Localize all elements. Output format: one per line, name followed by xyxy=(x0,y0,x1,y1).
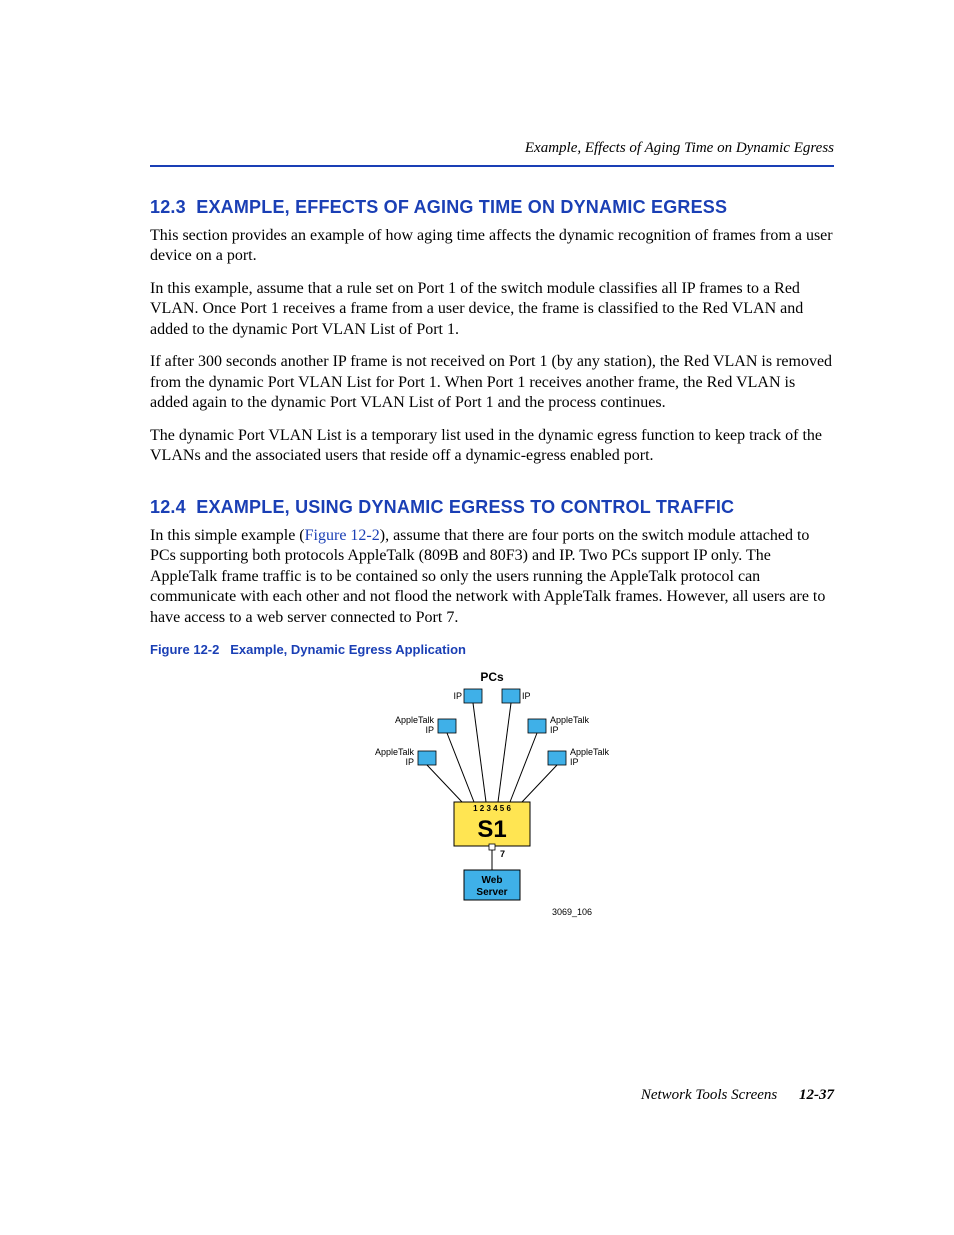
link-6 xyxy=(522,765,557,802)
port7-box xyxy=(489,844,495,850)
section-1-p2: In this example, assume that a rule set … xyxy=(150,279,834,340)
diagram-svg: PCs 1 2 3 4 5 6 S1 7 Web Server IP IP Ap… xyxy=(342,667,642,927)
link-1 xyxy=(427,765,462,802)
switch-ports-label: 1 2 3 4 5 6 xyxy=(473,804,511,813)
pc-ip-left-label: IP xyxy=(453,691,462,701)
web-server-l1: Web xyxy=(482,875,503,886)
figure-caption-label: Figure 12-2 xyxy=(150,642,219,657)
running-header: Example, Effects of Aging Time on Dynami… xyxy=(150,140,834,167)
section-2-p1: In this simple example (Figure 12-2), as… xyxy=(150,526,834,628)
section-2-title: EXAMPLE, USING DYNAMIC EGRESS TO CONTROL… xyxy=(196,497,734,517)
section-1-title: EXAMPLE, EFFECTS OF AGING TIME ON DYNAMI… xyxy=(196,197,727,217)
footer-page-number: 12-37 xyxy=(799,1087,834,1103)
web-server-l2: Server xyxy=(476,887,507,898)
section-2-heading: 12.4 EXAMPLE, USING DYNAMIC EGRESS TO CO… xyxy=(150,497,834,518)
pc-at2-l1: AppleTalk xyxy=(550,715,590,725)
figure-diagram: PCs 1 2 3 4 5 6 S1 7 Web Server IP IP Ap… xyxy=(150,667,834,927)
pc-at2-l2: IP xyxy=(550,725,559,735)
pc-at1-l1: AppleTalk xyxy=(395,715,435,725)
section-1-p4: The dynamic Port VLAN List is a temporar… xyxy=(150,426,834,467)
pc-at1-l2: IP xyxy=(425,725,434,735)
pc-at4 xyxy=(548,751,566,765)
section-2-p1-pre: In this simple example ( xyxy=(150,527,305,544)
figure-ref-id: 3069_106 xyxy=(552,907,592,917)
section-1-p3: If after 300 seconds another IP frame is… xyxy=(150,352,834,413)
page-footer: Network Tools Screens 12-37 xyxy=(150,1087,834,1104)
pc-ip-right-label: IP xyxy=(522,691,531,701)
pc-at3 xyxy=(418,751,436,765)
pc-at4-l1: AppleTalk xyxy=(570,747,610,757)
link-5 xyxy=(510,733,537,802)
link-3 xyxy=(473,703,486,802)
pc-at3-l2: IP xyxy=(405,757,414,767)
section-1-heading: 12.3 EXAMPLE, EFFECTS OF AGING TIME ON D… xyxy=(150,197,834,218)
section-1-number: 12.3 xyxy=(150,197,186,217)
pcs-label: PCs xyxy=(480,670,504,684)
pc-at3-l1: AppleTalk xyxy=(375,747,415,757)
link-2 xyxy=(447,733,474,802)
switch-label: S1 xyxy=(477,816,506,843)
footer-title: Network Tools Screens xyxy=(641,1087,777,1103)
pc-at2 xyxy=(528,719,546,733)
section-1-p1: This section provides an example of how … xyxy=(150,226,834,267)
link-4 xyxy=(498,703,511,802)
pc-at4-l2: IP xyxy=(570,757,579,767)
port7-label: 7 xyxy=(500,849,505,859)
pc-ip-right xyxy=(502,689,520,703)
running-header-text: Example, Effects of Aging Time on Dynami… xyxy=(525,140,834,156)
pc-ip-left xyxy=(464,689,482,703)
figure-reference-link[interactable]: Figure 12-2 xyxy=(305,527,380,544)
section-2-number: 12.4 xyxy=(150,497,186,517)
figure-caption-title: Example, Dynamic Egress Application xyxy=(230,642,466,657)
figure-caption: Figure 12-2 Example, Dynamic Egress Appl… xyxy=(150,642,834,657)
pc-at1 xyxy=(438,719,456,733)
